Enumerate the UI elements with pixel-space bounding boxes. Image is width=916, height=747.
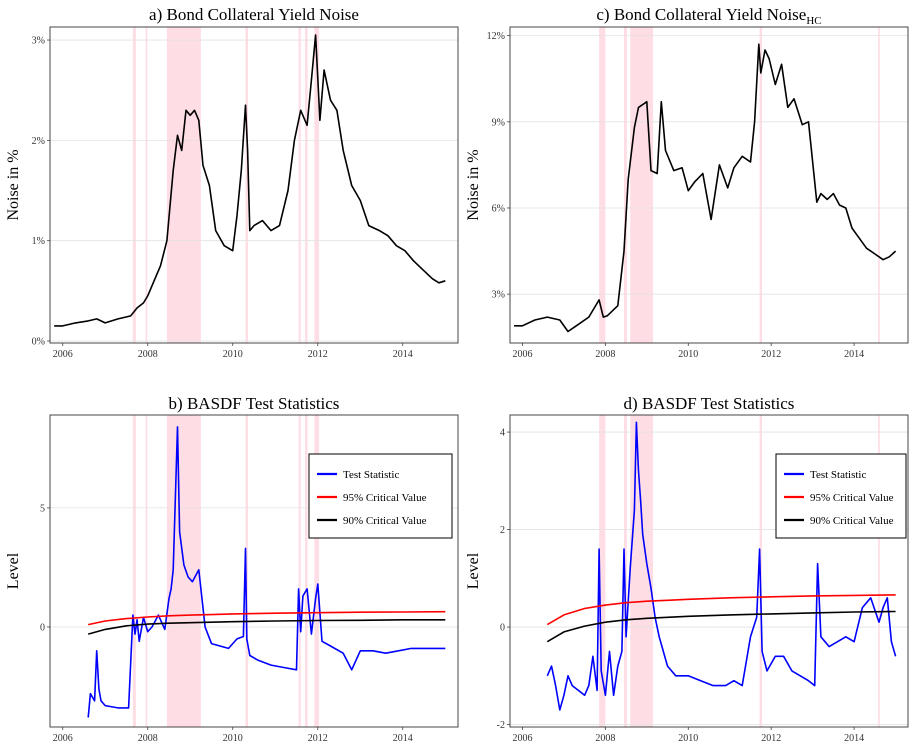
legend-label: 90% Critical Value [810, 515, 894, 527]
shaded-period [878, 27, 880, 343]
x-tick-label: 2010 [678, 349, 698, 360]
shaded-period [145, 415, 148, 727]
chart-title-text: c) Bond Collateral Yield Noise [596, 5, 806, 24]
shaded-period [245, 415, 249, 727]
shaded-period [599, 27, 606, 343]
shaded-period [132, 27, 136, 343]
x-tick-label: 2008 [138, 733, 158, 744]
x-tick-label: 2014 [393, 349, 413, 360]
x-tick-label: 2010 [223, 349, 243, 360]
shaded-period [245, 27, 249, 343]
x-tick-label: 2014 [844, 349, 864, 360]
x-tick-label: 2010 [223, 733, 243, 744]
x-tick-label: 2008 [595, 733, 615, 744]
chart-title-text: d) BASDF Test Statistics [624, 394, 795, 413]
series-line [54, 34, 446, 327]
x-tick-label: 2014 [844, 733, 864, 744]
chart-title: d) BASDF Test Statistics [624, 394, 795, 413]
y-tick-label: 9% [492, 117, 505, 128]
y-tick-label: -2 [497, 720, 505, 731]
chart-c: 3% 6% 9% 12% 2006 2008 2010 2012 2014 c) Bond Col… [465, 5, 909, 360]
x-tick-label: 2010 [678, 733, 698, 744]
y-tick-label: 12% [487, 31, 505, 42]
shaded-period [630, 27, 654, 343]
y-tick-label: 0 [40, 622, 45, 633]
shaded-period [298, 27, 301, 343]
y-tick-label: 0 [500, 623, 505, 634]
y-tick-label: 5 [40, 503, 45, 514]
shaded-period [878, 415, 880, 727]
legend-label: 95% Critical Value [810, 492, 894, 504]
x-tick-label: 2006 [53, 733, 73, 744]
x-tick-label: 2012 [761, 349, 781, 360]
y-axis-label: Level [465, 552, 482, 589]
x-tick-label: 2006 [53, 349, 73, 360]
y-tick-label: 2% [32, 136, 45, 147]
x-tick-label: 2006 [512, 349, 532, 360]
legend-label: Test Statistic [343, 469, 399, 481]
plot-frame [509, 26, 909, 344]
plot-frame [49, 26, 459, 344]
shaded-period [624, 27, 627, 343]
x-tick-label: 2012 [308, 733, 328, 744]
y-axis-label: Noise in % [465, 149, 482, 220]
chart-a: 0% 1% 2% 3% 2006 2008 2010 2012 2014 a) Bond Coll… [5, 5, 459, 360]
shaded-period [305, 27, 308, 343]
x-tick-label: 2006 [512, 733, 532, 744]
chart-title: a) Bond Collateral Yield Noise [149, 5, 359, 24]
x-tick-label: 2008 [595, 349, 615, 360]
shaded-period [630, 415, 654, 727]
x-tick-label: 2012 [761, 733, 781, 744]
y-tick-label: 1% [32, 236, 45, 247]
y-tick-label: 4 [500, 428, 505, 439]
shaded-period [624, 415, 627, 727]
shaded-period [759, 27, 763, 343]
y-tick-label: 0% [32, 336, 45, 347]
plot-area [510, 27, 908, 343]
chart-title: c) Bond Collateral Yield NoiseHC [596, 5, 821, 27]
legend: Test Statistic 95% Critical Value 90% Crit… [775, 453, 907, 539]
series-line-90-critical-value [87, 619, 446, 635]
y-axis-label: Noise in % [5, 149, 22, 220]
legend-label: 90% Critical Value [343, 515, 427, 527]
x-tick-label: 2014 [393, 733, 413, 744]
shaded-period [298, 415, 301, 727]
y-axis-label: Level [5, 552, 22, 589]
shaded-period [305, 415, 308, 727]
y-tick-label: 2 [500, 525, 505, 536]
chart-b: 0 5 2006 2008 2010 2012 2014 b) BASDF Test Stat… [5, 394, 459, 744]
chart-d: -2 0 2 4 2006 2008 2010 2012 2014 d) BASDF Test S… [465, 394, 909, 744]
shaded-period [132, 415, 136, 727]
shaded-period [599, 415, 606, 727]
plot-frame [509, 414, 909, 728]
shaded-period [314, 27, 320, 343]
legend-label: Test Statistic [810, 469, 866, 481]
plot-frame [49, 414, 459, 728]
series-line-test-statistic [87, 426, 446, 718]
shaded-period [314, 415, 320, 727]
legend-label: 95% Critical Value [343, 492, 427, 504]
series-line-95-critical-value [546, 594, 896, 626]
chart-title-text: b) BASDF Test Statistics [169, 394, 340, 413]
x-tick-label: 2008 [138, 349, 158, 360]
y-tick-label: 6% [492, 203, 505, 214]
chart-title: b) BASDF Test Statistics [169, 394, 340, 413]
plot-area [50, 27, 458, 343]
shaded-period [145, 27, 148, 343]
series-line [514, 43, 897, 333]
legend: Test Statistic 95% Critical Value 90% Crit… [308, 453, 453, 539]
y-tick-label: 3% [32, 36, 45, 47]
chart-title-text: a) Bond Collateral Yield Noise [149, 5, 359, 24]
series-line-test-statistic [546, 421, 897, 711]
chart-title-subscript: HC [806, 15, 821, 27]
x-tick-label: 2012 [308, 349, 328, 360]
shaded-period [166, 415, 201, 727]
series-line-95-critical-value [88, 610, 446, 626]
series-line-90-critical-value [546, 610, 896, 643]
y-tick-label: 3% [492, 290, 505, 301]
